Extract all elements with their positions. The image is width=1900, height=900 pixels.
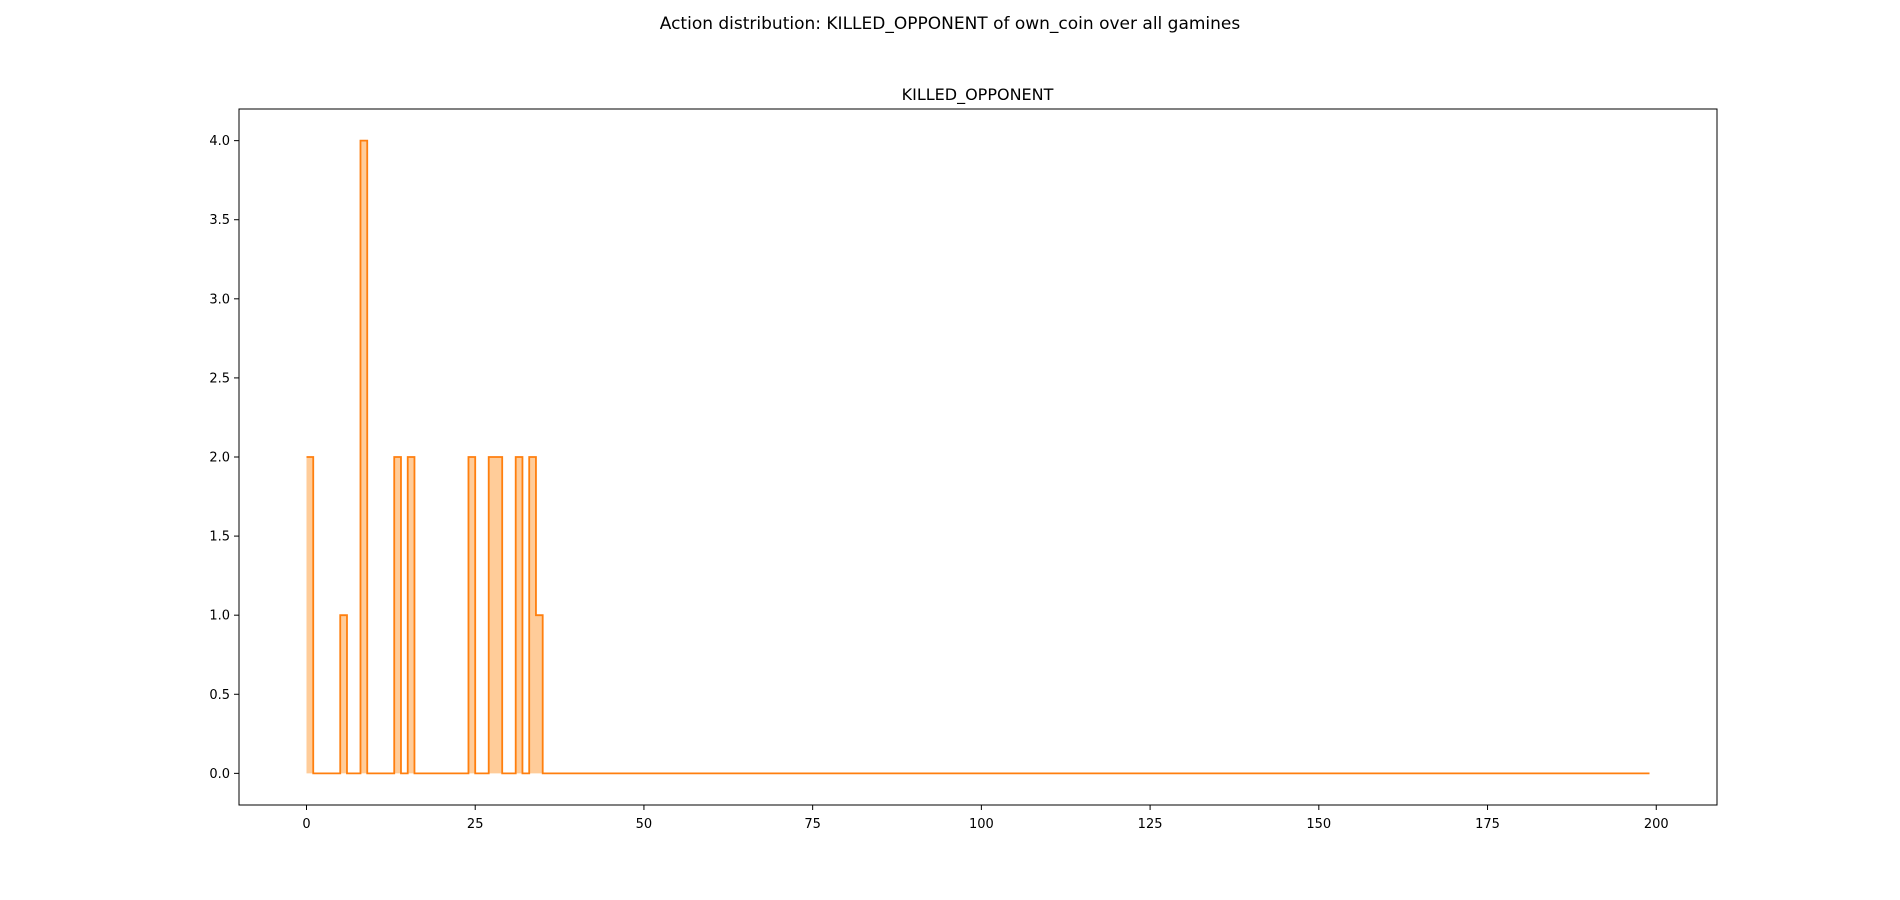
axes-frame [238,108,1718,806]
y-tick-label: 0.0 [209,767,230,782]
y-tick-label: 4.0 [209,134,230,149]
x-tick-label: 25 [467,817,484,832]
y-tick-label: 3.5 [209,213,230,228]
x-tick-label: 0 [302,817,310,832]
x-tick-label: 200 [1644,817,1669,832]
figure-suptitle: Action distribution: KILLED_OPPONENT of … [659,14,1241,34]
y-tick-label: 1.0 [209,609,230,624]
x-tick-label: 150 [1306,817,1331,832]
x-tick-label: 125 [1138,817,1163,832]
y-tick-label: 2.0 [209,451,230,466]
x-tick-label: 175 [1475,817,1500,832]
chart-title: KILLED_OPPONENT [902,85,1054,105]
plot-area [306,139,1650,775]
y-tick-label: 2.5 [209,371,230,386]
y-tick-label: 0.5 [209,688,230,703]
x-axis: 0 25 50 75 100 125 150 175 200 [302,805,1669,832]
x-tick-label: 50 [636,817,653,832]
y-tick-label: 1.5 [209,530,230,545]
x-tick-label: 75 [804,817,821,832]
y-axis: 0.0 0.5 1.0 1.5 2.0 2.5 3.0 3.5 4.0 [209,134,239,782]
y-tick-label: 3.0 [209,292,230,307]
series-0-line [306,139,1650,775]
x-tick-label: 100 [969,817,994,832]
series-0-fill [306,140,1650,774]
